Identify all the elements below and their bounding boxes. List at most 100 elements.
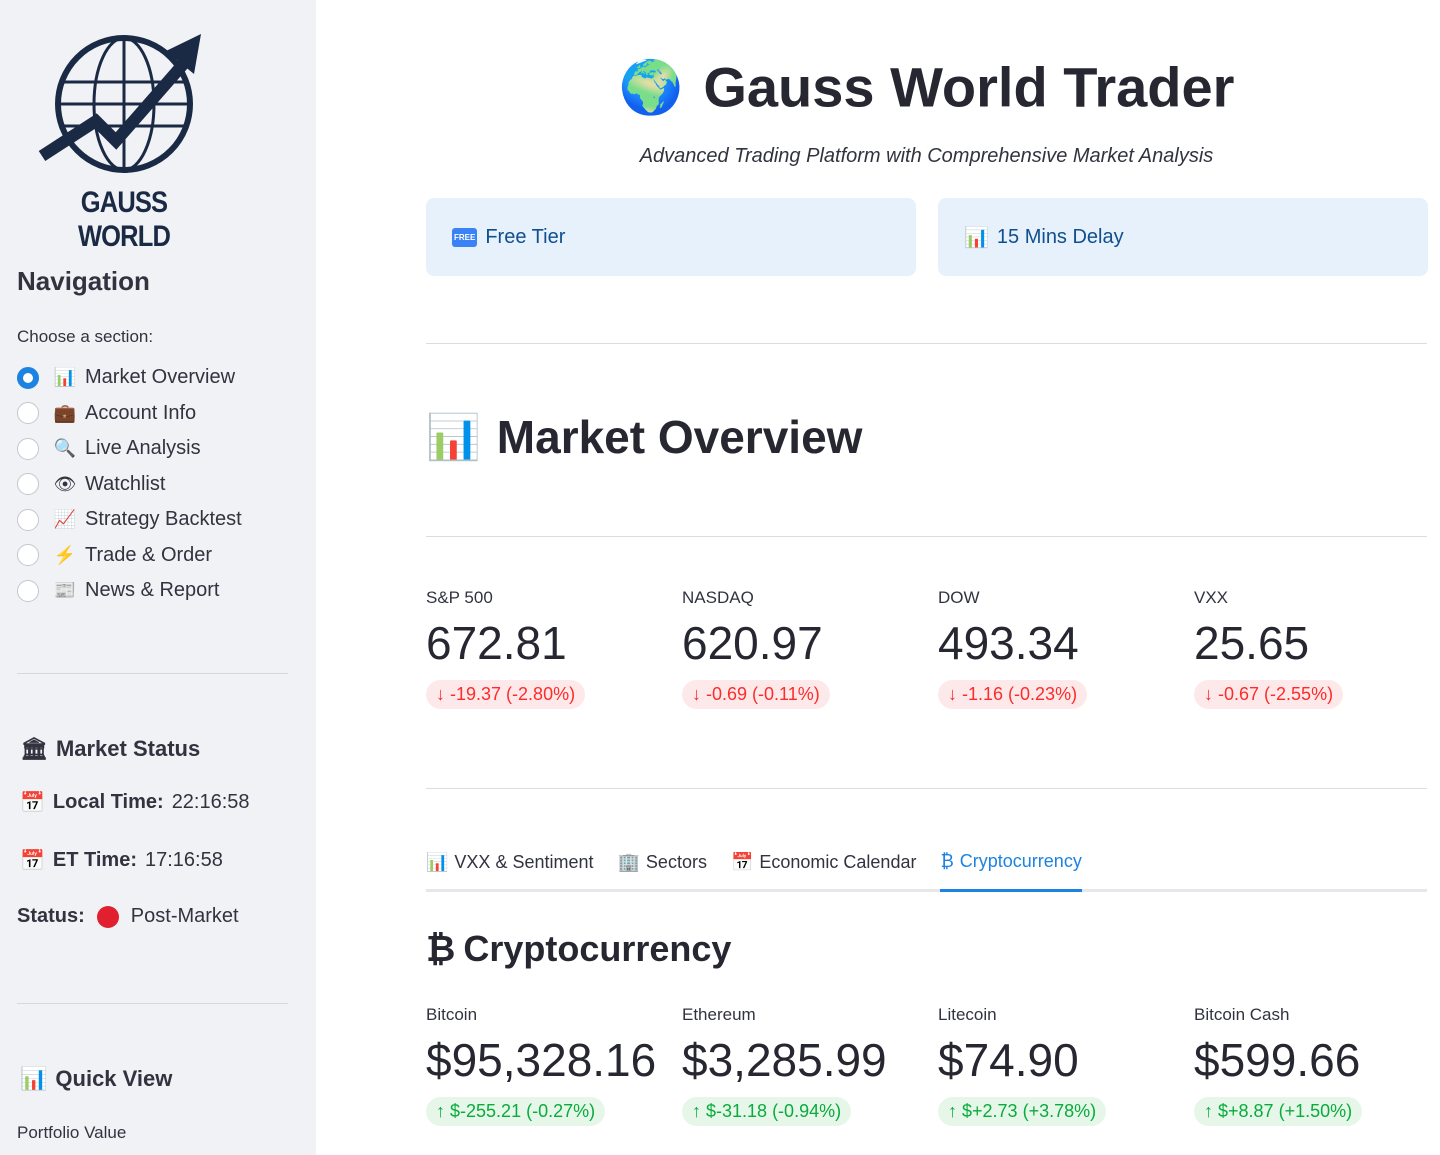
red-circle-icon	[96, 905, 119, 928]
sidebar-item-account-info[interactable]: 💼 Account Info	[17, 396, 242, 432]
choose-section-label: Choose a section:	[17, 327, 154, 346]
arrow-up-icon: ↑	[1204, 1101, 1213, 1121]
section-radio-group: 📊 Market Overview 💼 Account Info 🔍 Live Analy…	[17, 360, 242, 609]
metric-delta: ↓ -0.69 (-0.11%)	[682, 680, 830, 709]
sidebar-item-market-overview[interactable]: 📊 Market Overview	[17, 360, 242, 396]
delta-text: $-31.18 (-0.94%)	[706, 1101, 842, 1121]
logo-text: GAUSS WORLD	[77, 186, 171, 253]
sidebar-item-label: Account Info	[85, 401, 197, 424]
tab-economic-calendar[interactable]: 📅 Economic Calendar	[731, 848, 917, 876]
sidebar-item-label: Strategy Backtest	[85, 508, 242, 531]
arrow-down-icon: ↓	[948, 684, 957, 704]
divider	[17, 1003, 288, 1004]
tab-label: Sectors	[645, 851, 707, 872]
calendar-icon: 📅	[20, 792, 45, 814]
tab-label: VXX & Sentiment	[454, 851, 594, 872]
arrow-up-icon: ↑	[692, 1101, 701, 1121]
tab-sectors[interactable]: 🏢 Sectors	[618, 848, 707, 876]
metric-value: $95,328.16	[426, 1034, 657, 1086]
delta-text: -19.37 (-2.80%)	[450, 684, 576, 704]
page-title: 🌍 Gauss World Trader	[426, 50, 1427, 120]
sidebar-item-label: Live Analysis	[85, 437, 201, 460]
metric-value: $3,285.99	[682, 1034, 887, 1086]
arrow-down-icon: ↓	[1204, 684, 1213, 704]
sidebar-item-strategy-backtest[interactable]: 📈 Strategy Backtest	[17, 502, 242, 538]
free-icon: FREE	[452, 227, 478, 247]
radio-button[interactable]	[17, 437, 39, 460]
divider	[17, 673, 288, 674]
section-title: 📊 Market Overview	[426, 410, 862, 464]
metric-card: Ethereum $3,285.99 ↑ $-31.18 (-0.94%)	[682, 1005, 932, 1126]
metric-value: 672.81	[426, 617, 567, 669]
sidebar-item-label: News & Report	[85, 579, 220, 602]
arrow-down-icon: ↓	[436, 684, 445, 704]
tab-cryptocurrency[interactable]: ₿ Cryptocurrency	[940, 848, 1082, 892]
delay-badge: 📊 15 Mins Delay	[938, 198, 1428, 276]
sidebar: GAUSS WORLD Navigation Choose a section:…	[0, 0, 316, 1155]
portfolio-value-label: Portfolio Value	[17, 1123, 127, 1142]
metric-card: Litecoin $74.90 ↑ $+2.73 (+3.78%)	[938, 1005, 1188, 1126]
tab-icon: 🏢	[617, 851, 640, 872]
globe-arrow-logo-icon	[38, 34, 201, 173]
radio-button[interactable]	[17, 366, 39, 389]
delta-text: -0.69 (-0.11%)	[706, 684, 820, 704]
divider	[426, 536, 1427, 537]
sidebar-item-live-analysis[interactable]: 🔍 Live Analysis	[17, 431, 242, 467]
tab-label: Economic Calendar	[759, 851, 917, 872]
tab-label: Cryptocurrency	[959, 851, 1082, 871]
divider	[426, 788, 1427, 789]
metric-label: S&P 500	[426, 588, 493, 607]
page-subtitle: Advanced Trading Platform with Comprehen…	[639, 145, 1214, 167]
radio-button[interactable]	[17, 508, 39, 531]
sidebar-item-label: Watchlist	[85, 472, 166, 495]
market-tabs: 📊 VXX & Sentiment 🏢 Sectors 📅 Economic Calend…	[426, 848, 1427, 892]
status-label: Status:	[17, 905, 85, 927]
badge-label: Free Tier	[485, 225, 566, 248]
lightning-icon: ⚡	[53, 544, 77, 565]
eye-icon: 👁	[53, 473, 77, 494]
title-text: Gauss World Trader	[703, 55, 1235, 119]
local-time-label: Local Time:	[52, 791, 164, 813]
free-tier-badge: FREE Free Tier	[426, 198, 916, 276]
tab-icon: 📊	[426, 851, 449, 872]
metric-delta: ↑ $-31.18 (-0.94%)	[682, 1097, 852, 1126]
metric-delta: ↓ -1.16 (-0.23%)	[938, 680, 1088, 709]
tab-icon: ₿	[940, 851, 954, 871]
tab-vxx-sentiment[interactable]: 📊 VXX & Sentiment	[426, 848, 594, 876]
metric-label: Bitcoin	[426, 1005, 478, 1024]
metric-label: DOW	[938, 588, 980, 607]
bar-chart-icon: 📊	[53, 367, 77, 388]
delta-text: $-255.21 (-0.27%)	[450, 1101, 596, 1121]
briefcase-icon: 💼	[53, 402, 77, 423]
sidebar-item-watchlist[interactable]: 👁 Watchlist	[17, 467, 242, 503]
sidebar-item-news-report[interactable]: 📰 News & Report	[17, 573, 242, 609]
metric-card: NASDAQ 620.97 ↓ -0.69 (-0.11%)	[682, 588, 932, 709]
sidebar-item-trade-order[interactable]: ⚡ Trade & Order	[17, 538, 242, 574]
radio-button[interactable]	[17, 402, 39, 425]
calendar-icon: 📅	[20, 850, 45, 872]
sidebar-item-label: Market Overview	[85, 366, 236, 389]
radio-button[interactable]	[17, 473, 39, 496]
metric-label: NASDAQ	[682, 588, 754, 607]
metric-delta: ↓ -0.67 (-2.55%)	[1194, 680, 1344, 709]
crypto-title-text: Cryptocurrency	[463, 928, 732, 969]
et-time-label: ET Time:	[52, 849, 137, 871]
metric-delta: ↑ $-255.21 (-0.27%)	[426, 1097, 606, 1126]
et-time: 📅 ET Time: 17:16:58	[20, 848, 223, 873]
metric-card: DOW 493.34 ↓ -1.16 (-0.23%)	[938, 588, 1188, 709]
market-status: Status: Post-Market	[17, 905, 239, 928]
et-time-value: 17:16:58	[145, 849, 223, 871]
metric-value: 25.65	[1194, 617, 1310, 669]
metric-label: Bitcoin Cash	[1194, 1005, 1290, 1024]
bank-icon: 🏛	[20, 736, 48, 761]
metric-value: $599.66	[1194, 1034, 1361, 1086]
tab-icon: 📅	[730, 851, 754, 872]
arrow-up-icon: ↑	[948, 1101, 957, 1121]
radio-button[interactable]	[17, 579, 39, 602]
radio-button[interactable]	[17, 544, 39, 567]
newspaper-icon: 📰	[53, 580, 77, 601]
arrow-up-icon: ↑	[436, 1101, 445, 1121]
local-time: 📅 Local Time: 22:16:58	[20, 790, 250, 815]
arrow-down-icon: ↓	[692, 684, 701, 704]
line-chart-icon: 📈	[53, 509, 77, 530]
